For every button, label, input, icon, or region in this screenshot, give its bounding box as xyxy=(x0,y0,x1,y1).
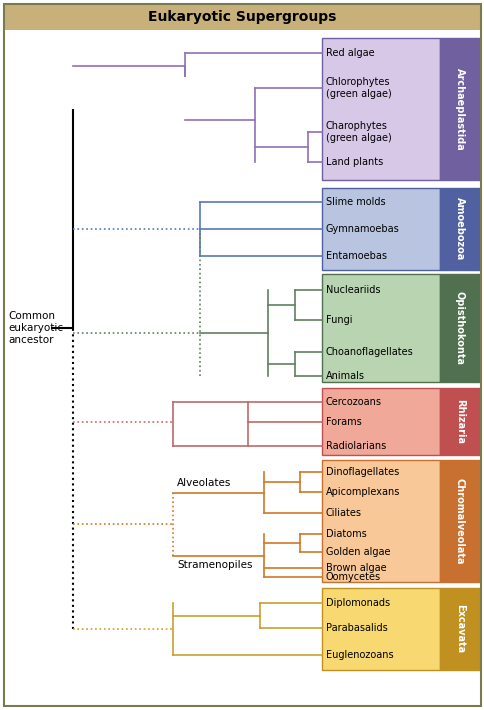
Text: Cercozoans: Cercozoans xyxy=(325,397,381,407)
Bar xyxy=(439,274,479,382)
Text: Diatoms: Diatoms xyxy=(325,529,366,539)
Text: Amoebozoa: Amoebozoa xyxy=(454,197,464,261)
Text: Land plants: Land plants xyxy=(325,157,382,167)
Text: Chlorophytes
(green algae): Chlorophytes (green algae) xyxy=(325,77,391,99)
Text: Archaeplastida: Archaeplastida xyxy=(454,67,464,151)
Text: Rhizaria: Rhizaria xyxy=(454,399,464,444)
Text: Chromalveolata: Chromalveolata xyxy=(454,478,464,564)
Text: Charophytes
(green algae): Charophytes (green algae) xyxy=(325,121,391,143)
Text: Golden algae: Golden algae xyxy=(325,547,390,557)
Text: Forams: Forams xyxy=(325,417,361,427)
Bar xyxy=(4,4,480,30)
Text: Entamoebas: Entamoebas xyxy=(325,251,386,261)
Text: Diplomonads: Diplomonads xyxy=(325,598,389,608)
Bar xyxy=(321,588,439,670)
Text: Eukaryotic Supergroups: Eukaryotic Supergroups xyxy=(148,10,335,24)
Bar xyxy=(439,460,479,582)
Text: Apicomplexans: Apicomplexans xyxy=(325,487,400,497)
Text: Common
eukaryotic
ancestor: Common eukaryotic ancestor xyxy=(8,312,63,344)
Bar xyxy=(321,274,439,382)
Bar xyxy=(439,388,479,455)
Text: Opisthokonta: Opisthokonta xyxy=(454,291,464,365)
Text: Gymnamoebas: Gymnamoebas xyxy=(325,224,399,234)
Text: Brown algae: Brown algae xyxy=(325,563,386,573)
Text: Ciliates: Ciliates xyxy=(325,508,361,518)
Text: Nucleariids: Nucleariids xyxy=(325,285,380,295)
Bar xyxy=(321,188,439,270)
Text: Dinoflagellates: Dinoflagellates xyxy=(325,467,398,477)
Text: Excavata: Excavata xyxy=(454,604,464,654)
Bar xyxy=(321,388,439,455)
Text: Slime molds: Slime molds xyxy=(325,197,385,207)
Text: Red algae: Red algae xyxy=(325,48,374,58)
Text: Fungi: Fungi xyxy=(325,315,352,325)
Text: Oomycetes: Oomycetes xyxy=(325,572,380,582)
Bar xyxy=(439,588,479,670)
Bar xyxy=(321,38,439,180)
Text: Radiolarians: Radiolarians xyxy=(325,441,385,451)
Bar xyxy=(439,38,479,180)
Text: Stramenopiles: Stramenopiles xyxy=(177,559,252,569)
Text: Parabasalids: Parabasalids xyxy=(325,623,387,633)
Text: Alveolates: Alveolates xyxy=(177,479,231,488)
Text: Animals: Animals xyxy=(325,371,364,381)
Text: Choanoflagellates: Choanoflagellates xyxy=(325,347,413,357)
Bar xyxy=(439,188,479,270)
Bar xyxy=(321,460,439,582)
Text: Euglenozoans: Euglenozoans xyxy=(325,650,393,660)
